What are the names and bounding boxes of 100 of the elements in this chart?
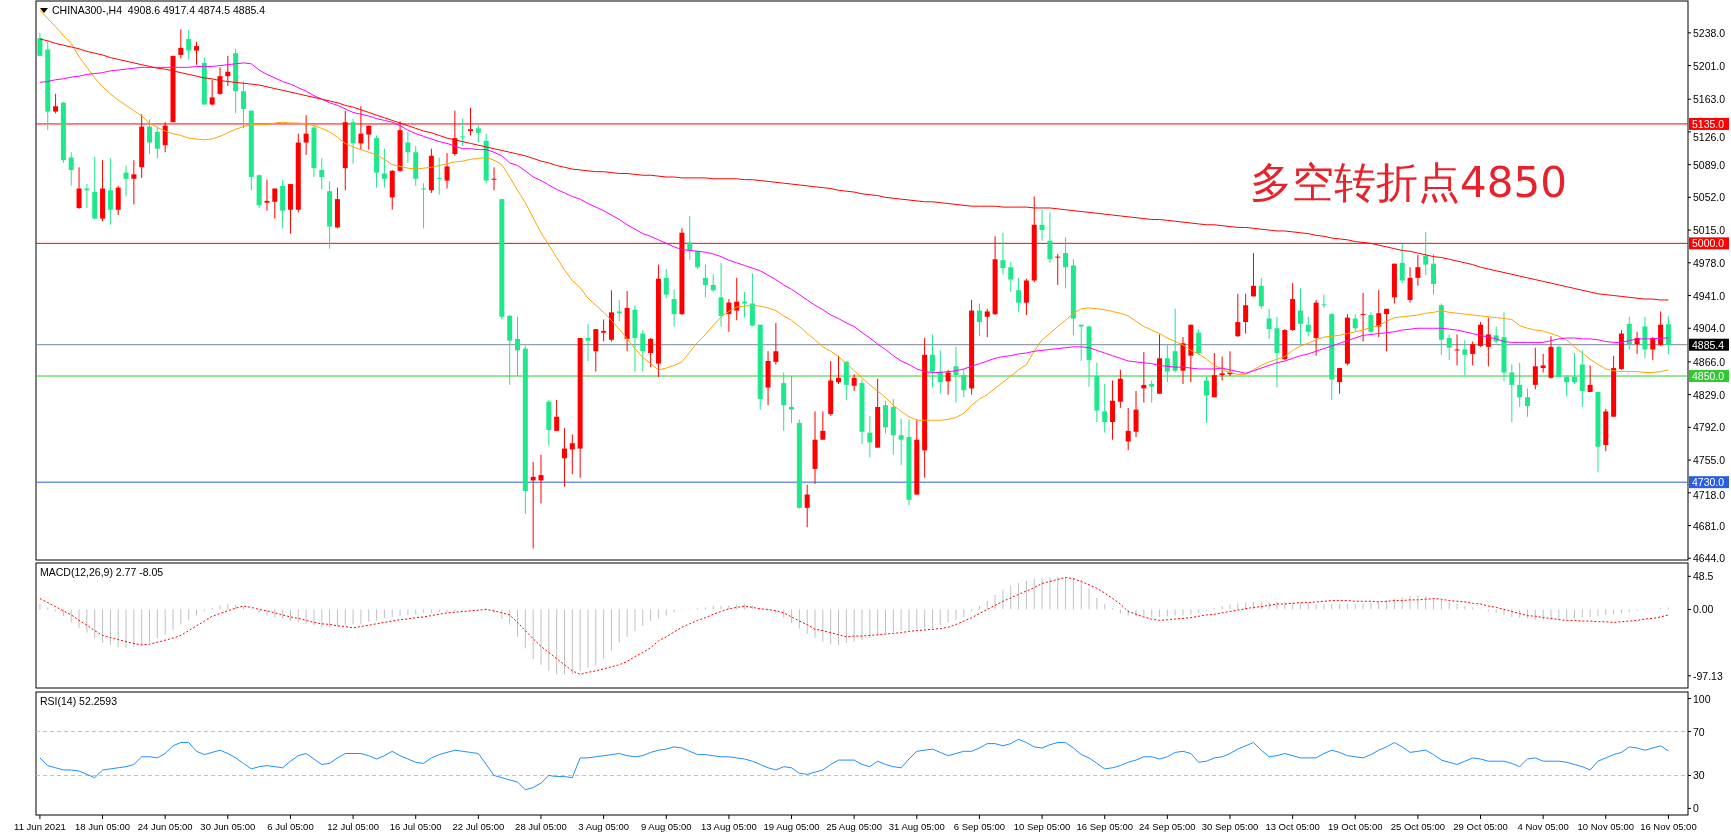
- candlestick: [240, 80, 246, 129]
- y-tick-label: -97.13: [1693, 669, 1723, 682]
- candlestick: [538, 454, 544, 504]
- candlestick: [781, 371, 787, 432]
- candlestick: [1571, 352, 1577, 385]
- candlestick: [1423, 231, 1429, 276]
- x-tick-label: 10 Nov 05:00: [1577, 821, 1635, 832]
- line-series: [39, 576, 1669, 675]
- candlestick: [1587, 364, 1593, 393]
- candlestick: [37, 32, 43, 57]
- candlestick: [1454, 333, 1460, 366]
- y-tick-label: 4755.0: [1693, 454, 1726, 467]
- candlestick: [1110, 379, 1116, 441]
- x-tick-label: 19 Oct 05:00: [1328, 821, 1383, 832]
- candlestick: [217, 66, 223, 96]
- candlestick: [154, 126, 160, 159]
- x-tick-label: 13 Oct 05:00: [1265, 821, 1320, 832]
- y-tick-label: 4792.0: [1693, 421, 1726, 434]
- x-tick-label: 18 Jun 05:00: [75, 821, 131, 832]
- x-tick-label: 6 Sep 05:00: [953, 821, 1006, 832]
- candlestick: [319, 157, 325, 190]
- candlestick: [773, 322, 779, 366]
- candlestick: [444, 152, 450, 190]
- chart-title: RSI(14) 52.2593: [40, 695, 118, 707]
- candlestick: [1540, 353, 1546, 373]
- candlestick: [671, 288, 677, 327]
- y-tick-label: 70: [1693, 725, 1705, 738]
- candlestick: [405, 131, 411, 164]
- candlestick: [1164, 343, 1170, 383]
- candlestick: [381, 148, 387, 189]
- candlestick: [593, 328, 599, 373]
- candlestick: [695, 249, 701, 270]
- x-tick-label: 29 Oct 05:00: [1453, 821, 1508, 832]
- candlestick: [1172, 308, 1178, 373]
- candlestick: [1000, 232, 1006, 275]
- candlestick: [663, 268, 669, 299]
- x-tick-label: 3 Aug 05:00: [578, 821, 629, 832]
- candlestick: [961, 368, 967, 398]
- candlestick: [554, 399, 560, 432]
- y-tick-label: 4718.0: [1693, 489, 1726, 502]
- candlestick: [1305, 316, 1311, 337]
- candlestick: [789, 375, 795, 424]
- candlestick: [303, 114, 309, 156]
- candlestick: [640, 329, 646, 373]
- y-tick-label: 4941.0: [1693, 289, 1726, 302]
- candlestick: [76, 166, 82, 210]
- x-tick-label: 25 Aug 05:00: [826, 821, 883, 832]
- candlestick: [194, 41, 199, 66]
- x-tick-label: 30 Jun 05:00: [200, 821, 256, 832]
- candlestick: [1250, 252, 1256, 297]
- candlestick: [1470, 341, 1476, 366]
- candlestick: [1117, 369, 1123, 409]
- candlestick: [1266, 308, 1272, 340]
- y-tick-label: 0.00: [1693, 603, 1714, 616]
- x-tick-label: 25 Oct 05:00: [1390, 821, 1446, 832]
- candlestick: [561, 427, 567, 488]
- candlestick: [702, 264, 708, 298]
- candlestick: [1133, 390, 1139, 438]
- candlestick: [648, 337, 654, 368]
- candlestick: [1023, 278, 1029, 316]
- candlestick: [1626, 316, 1632, 350]
- candlestick: [115, 185, 121, 216]
- candlestick: [1297, 287, 1303, 345]
- candlestick: [984, 308, 990, 338]
- candlestick: [836, 355, 842, 385]
- candlestick: [1211, 352, 1217, 398]
- candlestick: [53, 93, 59, 114]
- candlestick: [1509, 364, 1515, 423]
- candlestick: [1517, 362, 1523, 408]
- x-tick-label: 24 Jun 05:00: [137, 821, 193, 832]
- x-tick-label: 30 Sep 05:00: [1201, 821, 1259, 832]
- x-tick-label: 9 Aug 05:00: [640, 821, 692, 832]
- candlestick: [107, 157, 113, 226]
- candlestick: [421, 182, 427, 229]
- x-tick-label: 16 Sep 05:00: [1076, 821, 1133, 832]
- ref-line-label: 5000.0: [1692, 237, 1725, 250]
- x-tick-label: 12 Jul 05:00: [327, 821, 379, 832]
- candlestick: [1415, 254, 1421, 287]
- x-tick-label: 4 Nov 05:00: [1517, 821, 1569, 832]
- candlestick: [491, 166, 497, 191]
- candlestick: [123, 165, 129, 197]
- y-tick-label: 0: [1693, 802, 1699, 815]
- y-tick-label: 4866.0: [1693, 355, 1726, 368]
- y-tick-label: 5052.0: [1693, 191, 1726, 204]
- candlestick: [976, 303, 982, 337]
- candlestick: [272, 188, 278, 220]
- candlestick: [1399, 243, 1405, 284]
- candlestick: [1532, 347, 1538, 390]
- y-tick-label: 5201.0: [1693, 59, 1726, 72]
- candlestick: [1462, 339, 1468, 376]
- annotation: 多空转折点4850: [1250, 158, 1567, 207]
- candlestick: [147, 119, 153, 155]
- candlestick: [1564, 374, 1570, 397]
- candlestick: [1478, 321, 1484, 348]
- y-tick-label: 30: [1693, 769, 1705, 782]
- candlestick: [616, 299, 622, 322]
- candlestick: [1055, 253, 1061, 286]
- candlestick: [1642, 316, 1648, 359]
- ref-line-label: 4730.0: [1692, 476, 1725, 489]
- candlestick: [186, 29, 192, 60]
